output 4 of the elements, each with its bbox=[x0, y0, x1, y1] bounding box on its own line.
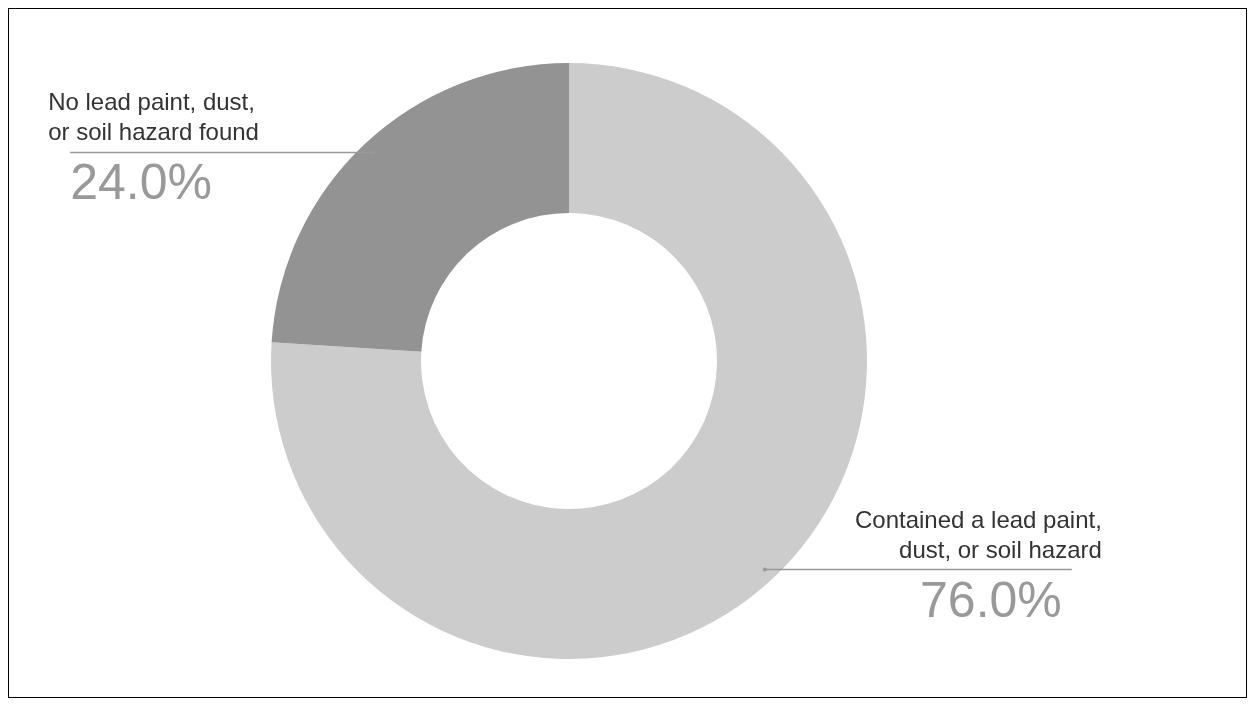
slice-label: No lead paint, dust, or soil hazard found bbox=[48, 88, 259, 146]
data-label: 76.0% bbox=[920, 571, 1062, 628]
data-label: 24.0% bbox=[70, 154, 212, 211]
slice-label: Contained a lead paint, dust, or soil hazard bbox=[854, 505, 1102, 563]
